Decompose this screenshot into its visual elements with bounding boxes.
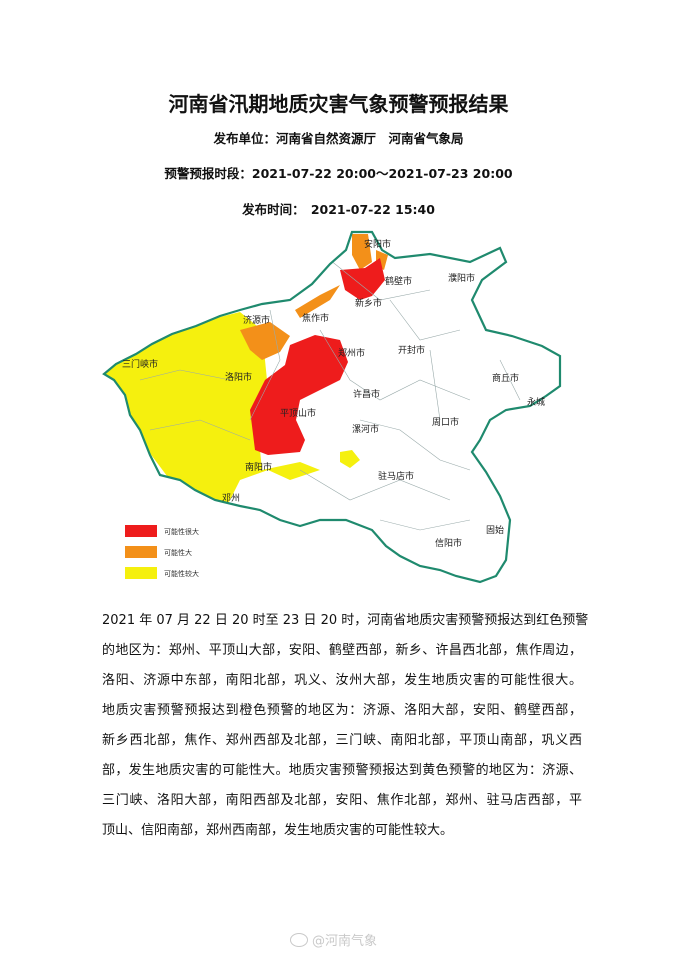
city-label: 三门峡市 [122, 358, 158, 370]
paragraph-line: 三门峡、洛阳大部，南阳西部及北部，安阳、焦作北部，郑州、驻马店西部，平 [102, 793, 582, 808]
county-borders [139, 259, 521, 531]
paragraph-line: 地质灾害预警预报达到橙色预警的地区为：济源、洛阳大部，安阳、鹤壁西部， [102, 703, 582, 718]
city-label: 洛阳市 [225, 371, 252, 383]
city-label: 安阳市 [364, 238, 391, 250]
paragraph-line: 2021 年 07 月 22 日 20 时至 23 日 20 时，河南省地质灾害… [102, 613, 589, 628]
city-label: 焦作市 [302, 312, 329, 324]
city-label: 周口市 [432, 416, 459, 428]
yellow-zone-small [340, 450, 360, 468]
yellow-zone [104, 312, 320, 520]
publish-time: 发布时间： 2021-07-22 15:40 [242, 202, 435, 217]
legend-swatch-red [125, 525, 157, 537]
legend-label: 可能性很大 [164, 527, 199, 536]
city-label: 南阳市 [245, 461, 272, 473]
city-label: 郑州市 [338, 347, 365, 359]
warning-description: 2021 年 07 月 22 日 20 时至 23 日 20 时，河南省地质灾害… [102, 606, 589, 846]
legend-label: 可能性较大 [164, 569, 199, 578]
page-title: 河南省汛期地质灾害气象预警预报结果 [168, 92, 509, 116]
legend-swatch-yellow [125, 567, 157, 579]
city-label: 邓州 [222, 493, 240, 504]
legend-swatch-orange [125, 546, 157, 558]
publisher: 发布单位：河南省自然资源厅 河南省气象局 [213, 131, 464, 146]
city-label: 开封市 [398, 344, 425, 356]
city-label: 驻马店市 [378, 470, 414, 482]
city-label: 信阳市 [435, 537, 462, 549]
weibo-icon [290, 932, 308, 947]
city-label: 济源市 [243, 314, 270, 326]
city-label: 平顶山市 [280, 407, 316, 419]
paragraph-line: 新乡西北部，焦作、郑州西部及北部，三门峡、南阳北部，平顶山南部，巩义西 [102, 733, 582, 748]
paragraph-line: 顶山、信阳南部，郑州西南部，发生地质灾害的可能性较大。 [102, 823, 454, 838]
city-label: 新乡市 [355, 297, 382, 309]
city-label: 固始 [486, 524, 504, 536]
forecast-period: 预警预报时段：2021-07-22 20:00～2021-07-23 20:00 [164, 166, 513, 181]
city-label: 鹤壁市 [385, 275, 412, 287]
city-label: 许昌市 [353, 388, 380, 400]
red-zone [250, 258, 385, 455]
city-label: 商丘市 [492, 372, 519, 384]
legend: 可能性很大 可能性大 可能性较大 [125, 525, 199, 579]
watermark-text: @河南气象 [312, 934, 378, 949]
orange-zone [240, 234, 388, 360]
city-label: 濮阳市 [448, 272, 475, 284]
watermark: @河南气象 [290, 930, 377, 949]
city-label: 永城 [527, 396, 545, 408]
paragraph-line: 洛阳、济源中东部，南阳北部，巩义、汝州大部，发生地质灾害的可能性很大。 [102, 673, 582, 688]
legend-label: 可能性大 [164, 548, 192, 557]
paragraph-line: 的地区为：郑州、平顶山大部，安阳、鹤壁西部，新乡、许昌西北部，焦作周边， [102, 643, 582, 658]
city-labels: 安阳市 鹤壁市 濮阳市 新乡市 济源市 焦作市 郑州市 开封市 三门峡市 洛阳市… [122, 238, 545, 549]
city-label: 漯河市 [352, 423, 379, 435]
henan-warning-map: 安阳市 鹤壁市 濮阳市 新乡市 济源市 焦作市 郑州市 开封市 三门峡市 洛阳市… [102, 230, 562, 584]
paragraph-line: 部，发生地质灾害的可能性大。地质灾害预警预报达到黄色预警的地区为：济源、 [102, 763, 582, 778]
